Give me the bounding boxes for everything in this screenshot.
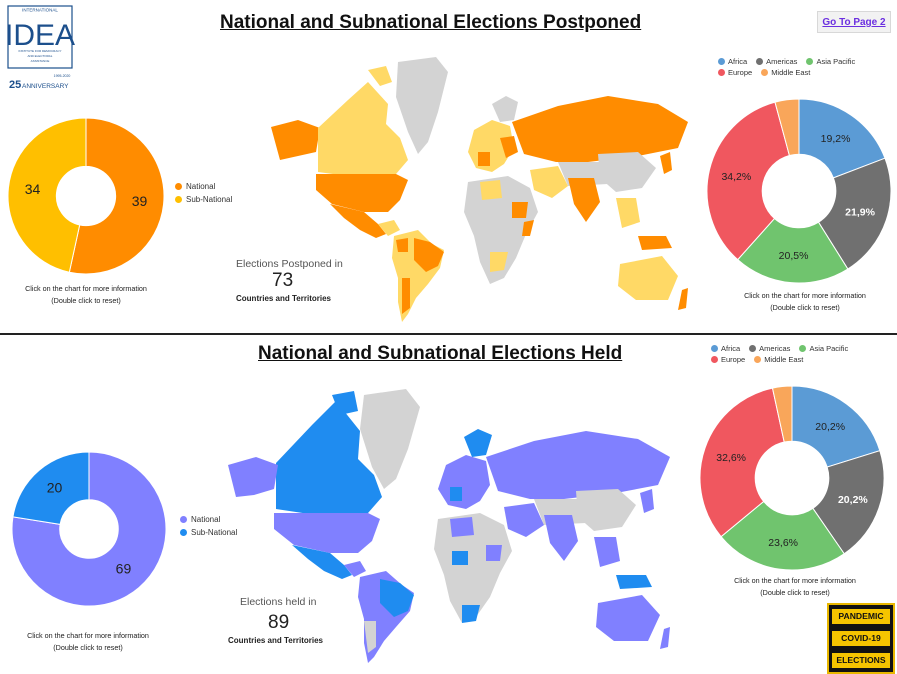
svg-text:ASSISTANCE: ASSISTANCE (31, 59, 50, 63)
legend-dot (761, 69, 768, 76)
slice-label: 34 (25, 181, 41, 197)
legend-africa[interactable]: Africa (718, 57, 747, 66)
slice-sub-national[interactable] (8, 118, 86, 272)
legend-national[interactable]: National (175, 182, 232, 191)
legend-dot (175, 183, 182, 190)
postponed-type-hint: Click on the chart for more information … (6, 283, 166, 307)
go-to-page-2-button[interactable]: Go To Page 2 (817, 11, 891, 33)
legend-dot (180, 516, 187, 523)
legend-dot (799, 345, 806, 352)
svg-text:ANNIVERSARY: ANNIVERSARY (22, 83, 69, 90)
legend-dot (180, 529, 187, 536)
legend-americas[interactable]: Americas (749, 344, 790, 353)
postponed-stat: Elections Postponed in 73 Countries and … (236, 258, 343, 303)
postponed-region-donut[interactable]: 19,2% 21,9% 20,5% 34,2% (705, 97, 893, 285)
pandemic-covid-19-elections-badge[interactable]: PANDEMIC COVID-19 ELECTIONS (827, 603, 895, 674)
legend-dot (711, 356, 718, 363)
legend-middle-east[interactable]: Middle East (754, 355, 803, 364)
held-region-hint: Click on the chart for more information … (712, 575, 878, 599)
legend-label: Africa (721, 344, 740, 353)
held-region-donut[interactable]: 20,2% 20,2% 23,6% 32,6% (698, 384, 886, 572)
legend-africa[interactable]: Africa (711, 344, 740, 353)
legend-asia-pacific[interactable]: Asia Pacific (799, 344, 848, 353)
held-type-donut[interactable]: 69 20 (10, 450, 168, 608)
legend-dot (711, 345, 718, 352)
legend-europe[interactable]: Europe (718, 68, 752, 77)
held-region-legend: Africa Americas Asia Pacific Europe Middle E… (711, 344, 881, 364)
svg-text:25: 25 (9, 79, 21, 91)
legend-dot (175, 196, 182, 203)
held-stat: Elections held in 89 Countries and Terri… (228, 596, 323, 645)
idea-logo-mark: INTERNATIONAL IDEA INSTITUTE FOR DEMOCRA… (7, 5, 75, 91)
slice-label: 21,9% (845, 206, 875, 218)
legend-label: Middle East (764, 355, 803, 364)
idea-logo: INTERNATIONAL IDEA INSTITUTE FOR DEMOCRA… (7, 5, 75, 91)
slice-label: 20,5% (779, 250, 809, 262)
postponed-region-hint: Click on the chart for more information … (720, 290, 890, 314)
slice-label: 20,2% (815, 421, 845, 433)
legend-label: Europe (721, 355, 745, 364)
legend-asia-pacific[interactable]: Asia Pacific (806, 57, 855, 66)
legend-label: Americas (766, 57, 797, 66)
svg-text:INTERNATIONAL: INTERNATIONAL (22, 8, 58, 13)
postponed-title: National and Subnational Elections Postp… (220, 12, 641, 34)
legend-label: Asia Pacific (809, 344, 848, 353)
postponed-region-legend: Africa Americas Asia Pacific Europe Middle E… (718, 57, 888, 77)
legend-americas[interactable]: Americas (756, 57, 797, 66)
slice-label: 20 (47, 480, 63, 496)
slice-label: 32,6% (716, 452, 746, 464)
legend-dot (718, 58, 725, 65)
postponed-type-legend: National Sub-National (175, 182, 232, 204)
slice-label: 39 (132, 193, 148, 209)
legend-label: Middle East (771, 68, 810, 77)
legend-dot (718, 69, 725, 76)
legend-sub-national[interactable]: Sub-National (175, 195, 232, 204)
legend-dot (749, 345, 756, 352)
held-type-hint: Click on the chart for more information … (8, 630, 168, 654)
legend-label: Africa (728, 57, 747, 66)
legend-dot (806, 58, 813, 65)
legend-middle-east[interactable]: Middle East (761, 68, 810, 77)
section-divider (0, 333, 897, 335)
held-title: National and Subnational Elections Held (258, 343, 622, 365)
svg-text:AND ELECTORAL: AND ELECTORAL (28, 54, 53, 58)
slice-label: 34,2% (721, 171, 751, 183)
postponed-type-donut[interactable]: 39 34 (6, 116, 166, 276)
slice-label: 69 (116, 560, 132, 576)
legend-europe[interactable]: Europe (711, 355, 745, 364)
legend-label: Europe (728, 68, 752, 77)
legend-dot (756, 58, 763, 65)
legend-dot (754, 356, 761, 363)
legend-label: Asia Pacific (816, 57, 855, 66)
svg-text:1995-2020: 1995-2020 (54, 74, 71, 78)
slice-label: 19,2% (821, 133, 851, 145)
slice-label: 23,6% (768, 537, 798, 549)
svg-text:IDEA: IDEA (7, 19, 75, 52)
legend-label: Americas (759, 344, 790, 353)
svg-text:INSTITUTE FOR DEMOCRACY: INSTITUTE FOR DEMOCRACY (18, 49, 61, 53)
slice-label: 20,2% (838, 494, 868, 506)
